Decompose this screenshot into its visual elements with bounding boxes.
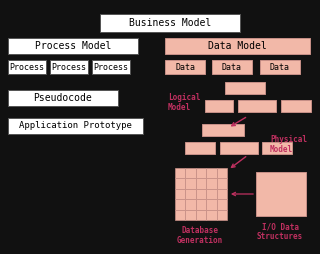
Bar	[238, 100, 276, 112]
Bar	[175, 199, 185, 210]
Bar	[196, 199, 206, 210]
Text: Process Model: Process Model	[35, 41, 111, 51]
Bar	[217, 168, 227, 178]
Text: Data: Data	[222, 62, 242, 71]
Text: Logical
Model: Logical Model	[168, 93, 200, 113]
Bar	[205, 100, 233, 112]
Bar	[217, 199, 227, 210]
Bar	[196, 210, 206, 220]
Bar	[196, 178, 206, 189]
Bar	[8, 118, 143, 134]
Bar	[260, 60, 300, 74]
Bar	[185, 199, 196, 210]
Bar	[175, 210, 185, 220]
Bar	[206, 210, 217, 220]
Bar	[8, 60, 46, 74]
Text: Data: Data	[270, 62, 290, 71]
Bar	[165, 60, 205, 74]
Bar	[217, 178, 227, 189]
Bar	[185, 178, 196, 189]
Bar	[8, 90, 118, 106]
Text: Data Model: Data Model	[208, 41, 267, 51]
Bar	[217, 210, 227, 220]
Bar	[217, 189, 227, 199]
Bar	[225, 82, 265, 94]
Bar	[256, 172, 306, 216]
Bar	[92, 60, 130, 74]
Text: I/O Data
Structures: I/O Data Structures	[257, 222, 303, 241]
Bar	[202, 124, 244, 136]
Bar	[206, 168, 217, 178]
Bar	[175, 178, 185, 189]
Bar	[175, 189, 185, 199]
Text: Physical
Model: Physical Model	[270, 135, 307, 154]
Text: Business Model: Business Model	[129, 18, 211, 28]
Bar	[100, 14, 240, 32]
Bar	[185, 210, 196, 220]
Text: Database
Generation: Database Generation	[177, 226, 223, 245]
Bar	[206, 178, 217, 189]
Text: Process: Process	[52, 62, 86, 71]
Bar	[220, 142, 258, 154]
Bar	[212, 60, 252, 74]
Text: Data: Data	[175, 62, 195, 71]
Bar	[8, 38, 138, 54]
Bar	[262, 142, 292, 154]
Text: Process: Process	[10, 62, 44, 71]
Bar	[206, 189, 217, 199]
Bar	[165, 38, 310, 54]
Text: Application Prototype: Application Prototype	[19, 121, 132, 131]
Bar	[206, 199, 217, 210]
Bar	[50, 60, 88, 74]
Bar	[196, 168, 206, 178]
Bar	[185, 142, 215, 154]
Bar	[175, 168, 185, 178]
Text: Process: Process	[93, 62, 129, 71]
Bar	[281, 100, 311, 112]
Bar	[185, 168, 196, 178]
Bar	[185, 189, 196, 199]
Text: Pseudocode: Pseudocode	[34, 93, 92, 103]
Bar	[196, 189, 206, 199]
